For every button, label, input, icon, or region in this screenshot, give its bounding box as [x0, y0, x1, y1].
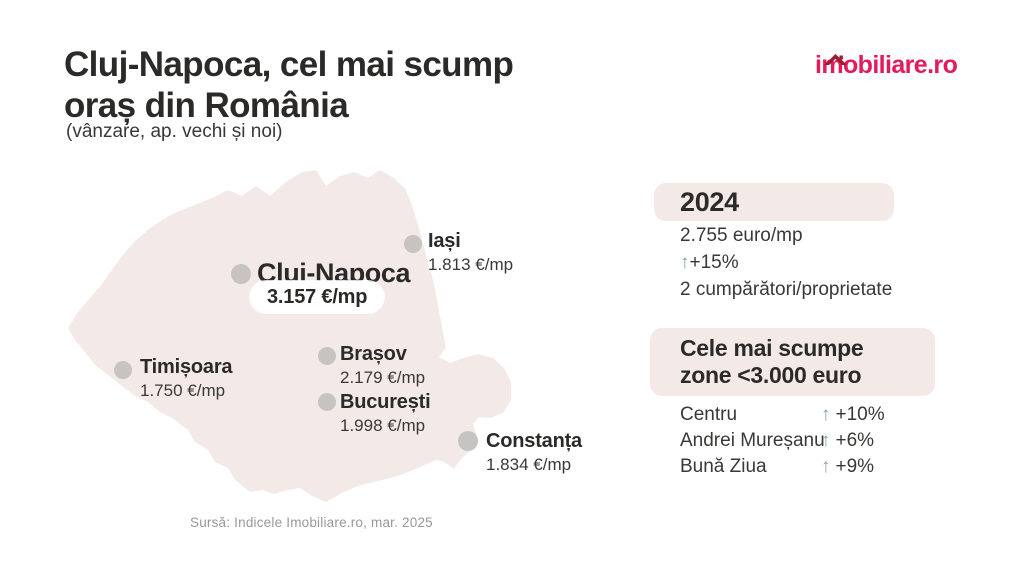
stat-growth: ↑+15%	[680, 251, 739, 275]
city-name: Brașov	[340, 343, 407, 365]
zone-change: +10%	[835, 404, 885, 425]
arrow-up-icon: ↑	[821, 430, 831, 451]
city-name: Constanța	[486, 430, 582, 452]
zone-change: +6%	[835, 430, 875, 451]
page-title: Cluj-Napoca, cel mai scump oraș din Româ…	[64, 44, 514, 126]
city-price: 1.998 €/mp	[340, 416, 426, 435]
stat-buyers: 2 cumpărători/proprietate	[680, 279, 893, 300]
constanta-marker-dot	[458, 431, 478, 451]
zone-change: +9%	[835, 456, 875, 477]
zone-name: Bună Ziua	[680, 456, 767, 477]
romania-silhouette	[68, 170, 511, 502]
arrow-up-icon: ↑	[821, 456, 831, 477]
city-name: Iași	[428, 230, 461, 252]
brasov-marker-dot	[318, 347, 336, 365]
city-price: 2.179 €/mp	[340, 368, 426, 387]
romania-map	[68, 170, 511, 502]
iasi-marker-dot	[404, 235, 422, 253]
source-note: Sursă: Indicele Imobiliare.ro, mar. 2025	[190, 515, 433, 530]
zone-change-group: ↑ +9%	[821, 456, 874, 478]
city-price: 1.834 €/mp	[486, 455, 572, 474]
arrow-up-icon: ↑	[680, 252, 690, 273]
zone-row-andrei-muresanu: Andrei Mureșanu ↑ +6%	[680, 430, 920, 454]
city-label-iasi: Iași 1.813 €/mp	[428, 231, 513, 275]
panel-2024-title: 2024	[680, 187, 739, 217]
panel-zones-title: Cele mai scumpe zone <3.000 euro	[650, 328, 935, 389]
zone-row-centru: Centru ↑ +10%	[680, 404, 920, 428]
city-price: 1.813 €/mp	[428, 255, 514, 274]
stat-price: 2.755 euro/mp	[680, 225, 803, 246]
city-label-timisoara: Timișoara 1.750 €/mp	[140, 356, 233, 401]
city-price: 1.750 €/mp	[140, 381, 226, 400]
price-pill-value: 3.157 €/mp	[250, 281, 385, 313]
price-pill: 3.157 €/mp	[250, 281, 385, 313]
zone-name: Centru	[680, 404, 738, 425]
cluj-napoca-marker-dot	[231, 264, 251, 284]
page-title-line2: oraș din România	[64, 86, 349, 125]
panel-zones-title-line1: Cele mai scumpe	[680, 335, 864, 361]
city-label-brasov: Brașov 2.179 €/mp	[340, 344, 425, 388]
city-label-constanta: Constanța 1.834 €/mp	[486, 431, 582, 475]
zone-name: Andrei Mureșanu	[680, 430, 825, 451]
page-title-line1: Cluj-Napoca, cel mai scump	[64, 45, 514, 84]
panel-zones-title-line2: zone <3.000 euro	[680, 362, 862, 388]
panel-2024: 2024	[654, 183, 894, 221]
bucuresti-marker-dot	[318, 393, 336, 411]
page-subtitle: (vânzare, ap. vechi și noi)	[66, 121, 283, 142]
arrow-up-icon: ↑	[821, 404, 831, 425]
city-name: Timișoara	[140, 356, 233, 378]
city-name: București	[340, 391, 431, 413]
stat-growth-value: +15%	[689, 252, 739, 273]
city-label-bucuresti: București 1.998 €/mp	[340, 391, 431, 436]
timisoara-marker-dot	[114, 361, 132, 379]
zone-change-group: ↑ +10%	[821, 404, 885, 426]
zone-row-buna-ziua: Bună Ziua ↑ +9%	[680, 456, 920, 480]
brand-logo: imobiliare.ro	[815, 51, 958, 81]
zone-change-group: ↑ +6%	[821, 430, 874, 452]
brand-logo-text: imobiliare.ro	[815, 51, 958, 79]
panel-zones: Cele mai scumpe zone <3.000 euro	[650, 328, 935, 396]
